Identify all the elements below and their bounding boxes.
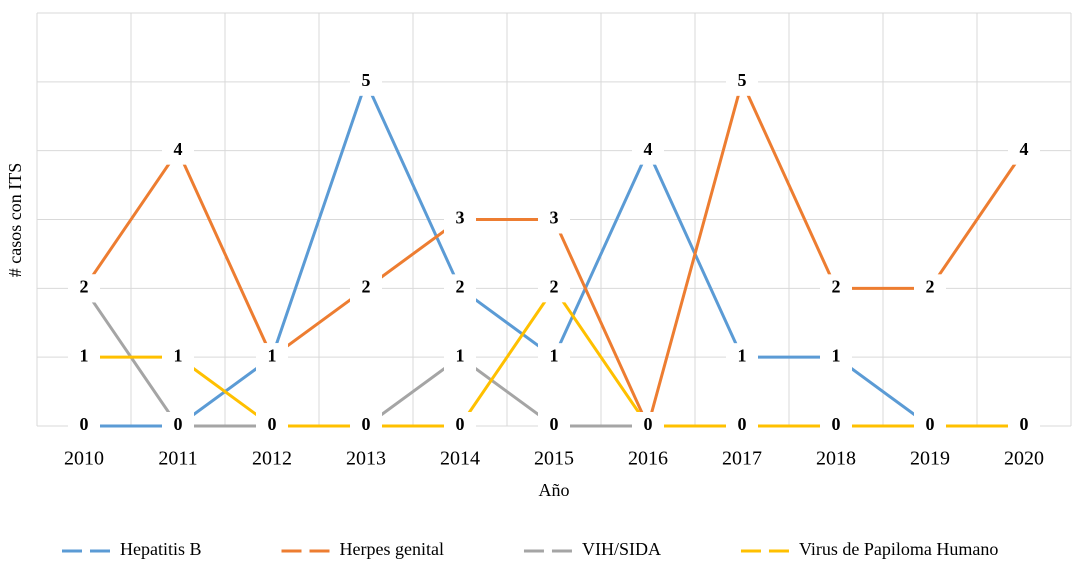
data-label-bg <box>444 343 476 372</box>
data-label-bg <box>538 205 570 234</box>
x-tick-label: 2011 <box>158 448 197 470</box>
data-label: 3 <box>550 208 559 228</box>
y-axis-label: # casos con ITS <box>5 163 25 277</box>
data-label: 1 <box>268 345 277 365</box>
data-label: 0 <box>1020 414 1029 434</box>
data-label: 5 <box>738 70 747 90</box>
legend-item: VIH/SIDA <box>523 539 661 559</box>
data-label-bg <box>68 343 100 372</box>
x-tick-label: 2010 <box>64 448 104 470</box>
data-label-bg <box>256 412 288 440</box>
data-label: 4 <box>1020 139 1029 159</box>
legend-label: Virus de Papiloma Humano <box>799 539 998 559</box>
data-label-bg <box>256 343 288 372</box>
data-label-bg <box>68 412 100 440</box>
data-label: 1 <box>832 345 841 365</box>
data-label-bg <box>162 343 194 372</box>
legend-item: Hepatitis B <box>62 539 202 559</box>
data-label-bg <box>444 205 476 234</box>
data-label-bg <box>914 412 946 440</box>
data-label: 4 <box>644 139 653 159</box>
data-label-bg <box>538 274 570 303</box>
data-label: 0 <box>268 414 277 434</box>
x-tick-label: 2017 <box>722 448 762 470</box>
data-label-bg <box>820 343 852 372</box>
data-label: 1 <box>80 345 89 365</box>
data-label-bg <box>1008 412 1040 440</box>
data-label-bg <box>914 274 946 303</box>
data-label: 2 <box>926 276 935 296</box>
data-label-bg <box>162 136 194 165</box>
data-label-bg <box>68 274 100 303</box>
x-tick-label: 2013 <box>346 448 386 470</box>
legend-item: Herpes genital <box>281 539 444 559</box>
x-tick-label: 2018 <box>816 448 856 470</box>
data-label: 5 <box>362 70 371 90</box>
data-label: 2 <box>550 276 559 296</box>
data-label-bg <box>350 67 382 96</box>
legend-label: VIH/SIDA <box>582 539 661 559</box>
data-label: 0 <box>644 414 653 434</box>
data-label: 3 <box>456 208 465 228</box>
data-label-bg <box>632 136 664 165</box>
legend-item: Virus de Papiloma Humano <box>740 539 998 559</box>
data-label-bg <box>726 67 758 96</box>
data-label: 0 <box>456 414 465 434</box>
data-label-bg <box>538 412 570 440</box>
data-label: 0 <box>832 414 841 434</box>
data-label: 1 <box>550 345 559 365</box>
x-axis-label: Año <box>539 480 570 500</box>
data-label: 1 <box>738 345 747 365</box>
x-tick-label: 2016 <box>628 448 668 470</box>
data-label-bg <box>820 412 852 440</box>
data-label: 2 <box>456 276 465 296</box>
x-tick-label: 2012 <box>252 448 292 470</box>
data-label: 0 <box>362 414 371 434</box>
data-label-bg <box>538 343 570 372</box>
data-label: 0 <box>550 414 559 434</box>
data-label: 0 <box>80 414 89 434</box>
data-label-bg <box>726 412 758 440</box>
data-label-bg <box>820 274 852 303</box>
data-label-bg <box>162 412 194 440</box>
data-label: 2 <box>80 276 89 296</box>
x-tick-label: 2019 <box>910 448 950 470</box>
data-label-bg <box>726 343 758 372</box>
legend-label: Herpes genital <box>340 539 444 559</box>
data-label-bg <box>350 274 382 303</box>
data-label-bg <box>444 274 476 303</box>
data-label-bg <box>632 412 664 440</box>
x-tick-label: 2014 <box>440 448 480 470</box>
data-label-bg <box>1008 136 1040 165</box>
x-tick-label: 2015 <box>534 448 574 470</box>
data-label: 1 <box>456 345 465 365</box>
data-label: 2 <box>362 276 371 296</box>
data-label: 0 <box>926 414 935 434</box>
data-label: 2 <box>832 276 841 296</box>
data-label: 1 <box>174 345 183 365</box>
data-label-bg <box>444 412 476 440</box>
x-tick-label: 2020 <box>1004 448 1044 470</box>
data-label: 0 <box>738 414 747 434</box>
data-label: 0 <box>174 414 183 434</box>
data-label-bg <box>350 412 382 440</box>
legend-label: Hepatitis B <box>120 539 202 559</box>
data-label: 4 <box>174 139 183 159</box>
